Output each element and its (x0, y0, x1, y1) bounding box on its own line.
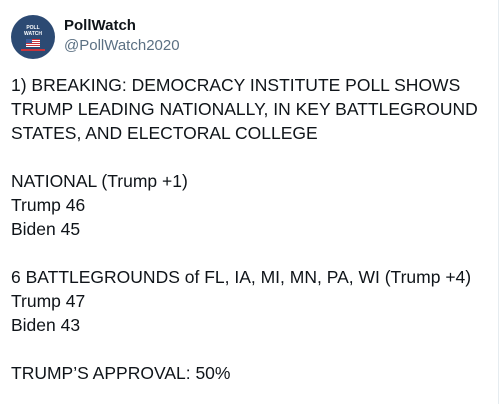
avatar-text: WATCH (24, 31, 42, 37)
text-line: 6 BATTLEGROUNDS of FL, IA, MI, MN, PA, W… (11, 267, 472, 287)
text-line: TRUMP LEADING NATIONALLY, IN KEY BATTLEG… (11, 99, 478, 119)
paragraph: 6 BATTLEGROUNDS of FL, IA, MI, MN, PA, W… (11, 265, 478, 337)
author-handle[interactable]: @PollWatch2020 (64, 37, 180, 54)
avatar[interactable]: POLL WATCH (11, 15, 55, 59)
ribbon (21, 49, 45, 51)
author-name[interactable]: PollWatch (64, 17, 136, 34)
text-line: STATES, AND ELECTORAL COLLEGE (11, 123, 318, 143)
tweet-text: 1) BREAKING: DEMOCRACY INSTITUTE POLL SH… (11, 73, 478, 409)
text-line: Trump 47 (11, 291, 86, 311)
paragraph: 1) BREAKING: DEMOCRACY INSTITUTE POLL SH… (11, 73, 478, 145)
paragraph: NATIONAL (Trump +1) Trump 46 Biden 45 (11, 169, 478, 241)
text-line: Trump 46 (11, 195, 86, 215)
avatar-text: POLL (26, 25, 40, 31)
text-line: Biden 43 (11, 315, 81, 335)
paragraph: TRUMP’S APPROVAL: 50% (11, 361, 478, 385)
text-line: NATIONAL (Trump +1) (11, 171, 188, 191)
text-line: Biden 45 (11, 219, 81, 239)
text-line: TRUMP’S APPROVAL: 50% (11, 363, 231, 383)
text-line: 1) BREAKING: DEMOCRACY INSTITUTE POLL SH… (11, 75, 461, 95)
flag-icon (26, 39, 40, 47)
